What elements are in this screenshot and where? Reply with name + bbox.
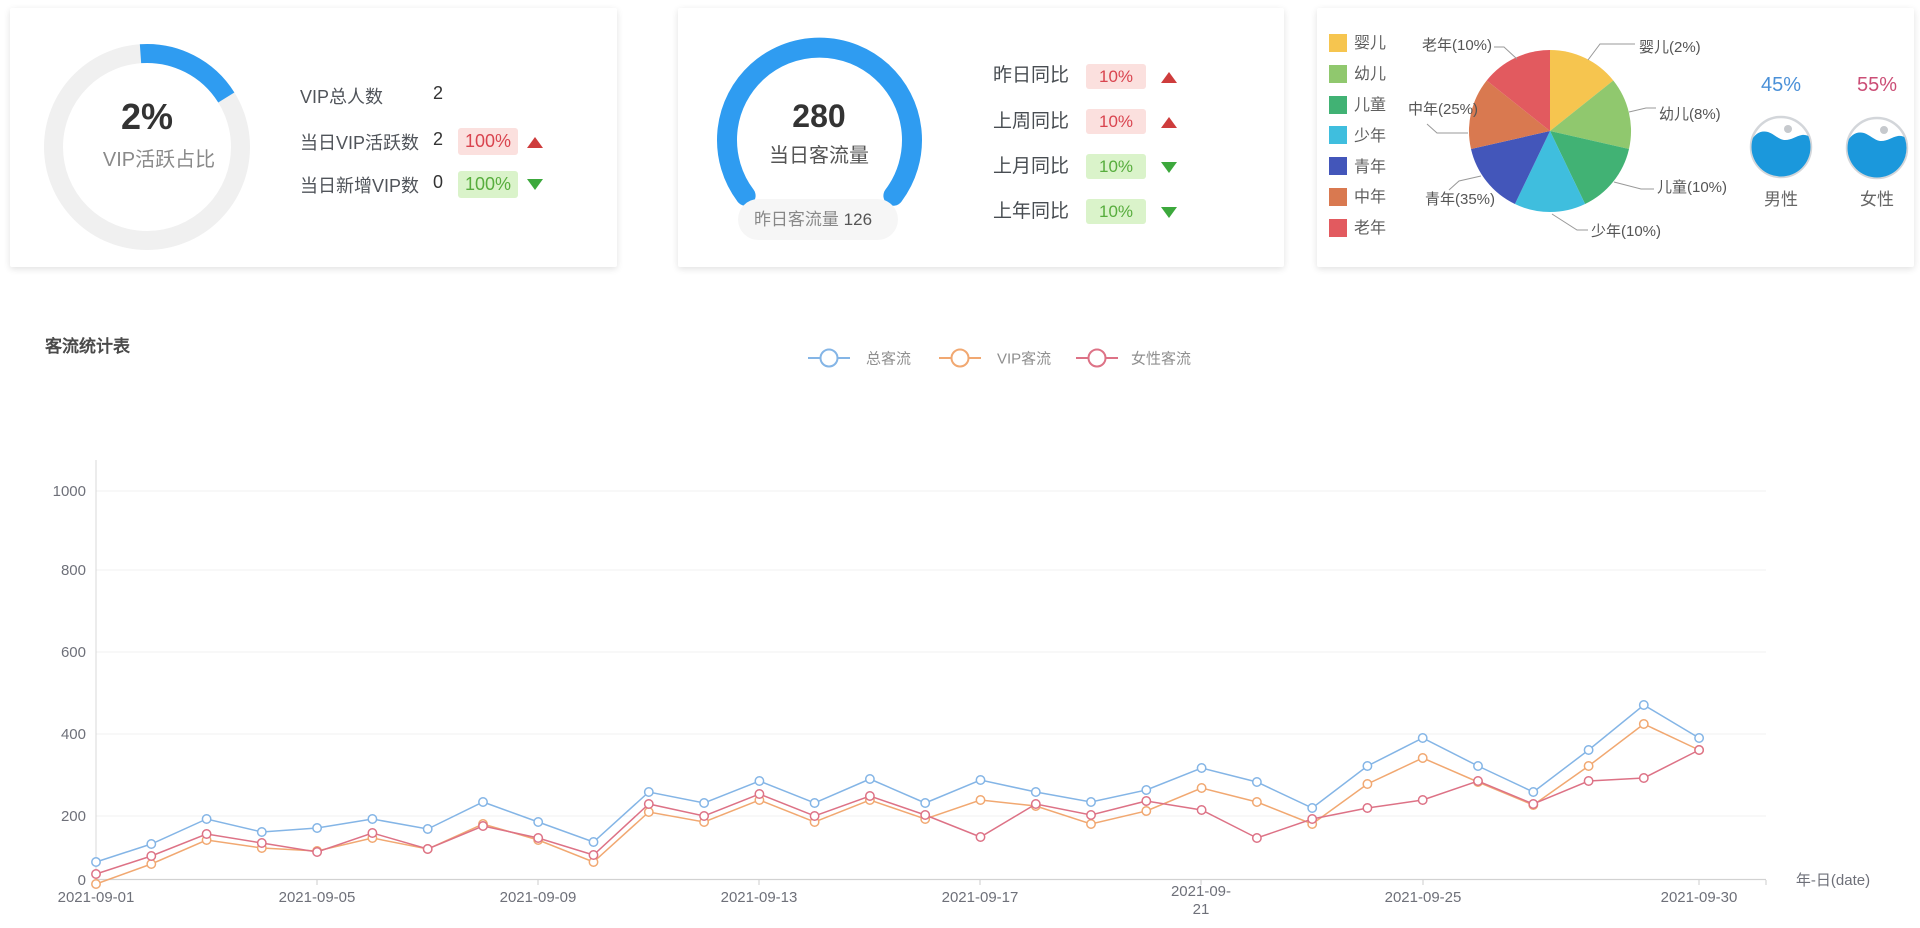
svg-text:婴儿: 婴儿 bbox=[1354, 34, 1386, 52]
svg-text:老年(10%): 老年(10%) bbox=[1422, 37, 1492, 54]
svg-text:中年(25%): 中年(25%) bbox=[1408, 101, 1478, 118]
svg-text:少年(10%): 少年(10%) bbox=[1591, 223, 1661, 240]
svg-text:2021-09-05: 2021-09-05 bbox=[279, 889, 356, 906]
svg-text:600: 600 bbox=[61, 644, 86, 661]
svg-text:2021-09-25: 2021-09-25 bbox=[1385, 889, 1462, 906]
svg-text:0: 0 bbox=[78, 872, 86, 889]
svg-text:2021-09-17: 2021-09-17 bbox=[942, 889, 1019, 906]
svg-text:婴儿(2%): 婴儿(2%) bbox=[1639, 39, 1701, 56]
svg-text:2021-09-13: 2021-09-13 bbox=[721, 889, 798, 906]
svg-text:1000: 1000 bbox=[53, 483, 86, 500]
svg-text:21: 21 bbox=[1193, 901, 1210, 918]
svg-text:年-日(date): 年-日(date) bbox=[1796, 872, 1870, 889]
svg-text:2021-09-30: 2021-09-30 bbox=[1661, 889, 1738, 906]
svg-text:青年(35%): 青年(35%) bbox=[1425, 191, 1495, 208]
svg-text:女性客流: 女性客流 bbox=[1131, 350, 1191, 368]
svg-text:儿童: 儿童 bbox=[1354, 95, 1386, 114]
svg-text:800: 800 bbox=[61, 562, 86, 579]
svg-text:55%: 55% bbox=[1857, 74, 1897, 96]
svg-text:客流统计表: 客流统计表 bbox=[44, 336, 131, 356]
svg-text:老年: 老年 bbox=[1354, 219, 1386, 237]
svg-text:45%: 45% bbox=[1761, 74, 1801, 96]
svg-text:青年: 青年 bbox=[1354, 158, 1386, 176]
svg-text:男性: 男性 bbox=[1764, 190, 1798, 209]
svg-text:少年: 少年 bbox=[1354, 127, 1386, 145]
svg-text:幼儿(8%): 幼儿(8%) bbox=[1659, 106, 1721, 123]
svg-text:女性: 女性 bbox=[1860, 190, 1894, 209]
svg-text:总客流: 总客流 bbox=[866, 351, 911, 368]
svg-text:2021-09-01: 2021-09-01 bbox=[58, 889, 135, 906]
svg-text:儿童(10%): 儿童(10%) bbox=[1657, 178, 1727, 196]
svg-text:400: 400 bbox=[61, 726, 86, 743]
svg-text:中年: 中年 bbox=[1354, 188, 1386, 206]
svg-text:幼儿: 幼儿 bbox=[1354, 65, 1386, 83]
svg-text:200: 200 bbox=[61, 808, 86, 825]
svg-text:VIP客流: VIP客流 bbox=[997, 351, 1051, 368]
svg-text:2021-09-: 2021-09- bbox=[1171, 883, 1231, 900]
svg-text:2021-09-09: 2021-09-09 bbox=[500, 889, 577, 906]
